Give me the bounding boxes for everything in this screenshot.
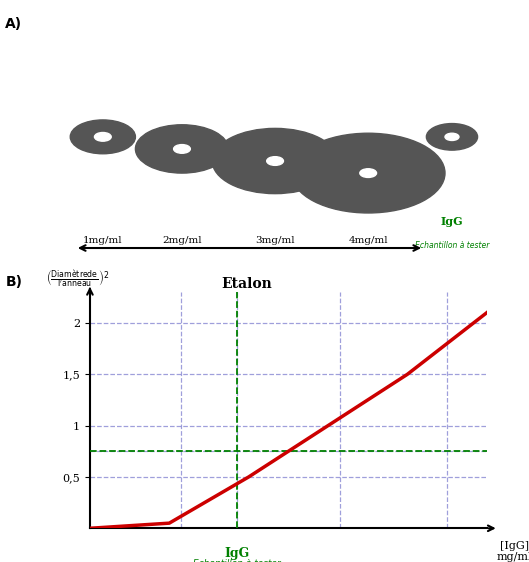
Text: Etalon: Etalon bbox=[222, 277, 272, 291]
Text: 3mg/ml: 3mg/ml bbox=[256, 236, 295, 245]
Circle shape bbox=[70, 120, 135, 154]
Circle shape bbox=[212, 128, 338, 194]
Text: IgG: IgG bbox=[441, 216, 463, 227]
Circle shape bbox=[426, 124, 478, 150]
Text: IgG: IgG bbox=[224, 547, 249, 560]
Circle shape bbox=[95, 133, 111, 141]
Text: 1mg/ml: 1mg/ml bbox=[83, 236, 123, 245]
Text: Echantillon à tester: Echantillon à tester bbox=[193, 559, 280, 562]
Text: $\left(\frac{\mathrm{Diamètre de}}{\mathrm{l'anneau}}\right)^{2}$: $\left(\frac{\mathrm{Diamètre de}}{\math… bbox=[47, 269, 110, 290]
Circle shape bbox=[267, 157, 284, 165]
Text: 4mg/ml: 4mg/ml bbox=[349, 236, 388, 245]
Circle shape bbox=[445, 133, 459, 140]
Text: Echantillon à tester: Echantillon à tester bbox=[415, 241, 489, 250]
Circle shape bbox=[135, 125, 229, 173]
Circle shape bbox=[360, 169, 377, 178]
Text: [IgG]
mg/ml: [IgG] mg/ml bbox=[497, 541, 529, 562]
Text: B): B) bbox=[5, 275, 22, 289]
Text: A): A) bbox=[5, 17, 22, 31]
Circle shape bbox=[291, 133, 445, 213]
Text: 2mg/ml: 2mg/ml bbox=[162, 236, 202, 245]
Circle shape bbox=[174, 144, 190, 153]
